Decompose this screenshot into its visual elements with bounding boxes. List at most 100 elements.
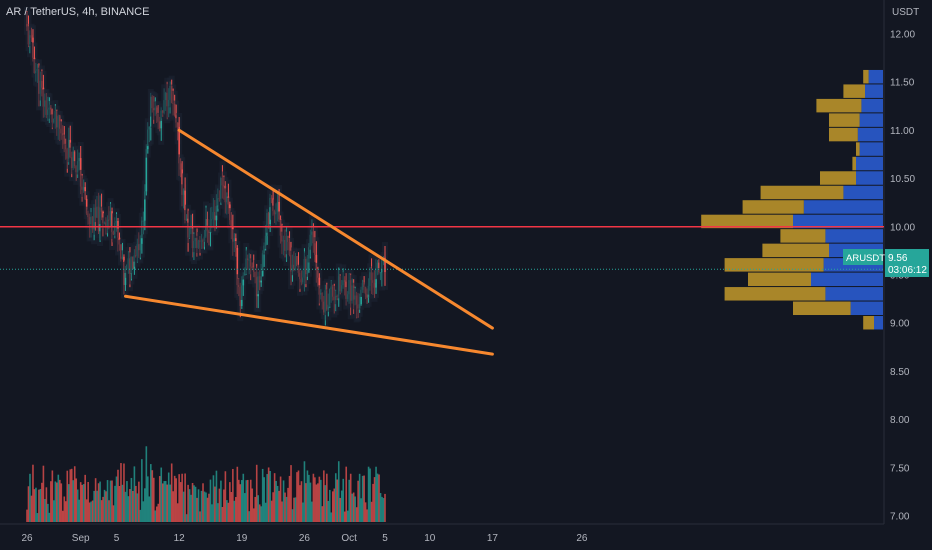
volume-bar	[236, 466, 239, 522]
volume-bar	[38, 489, 40, 522]
volume-bar	[305, 483, 307, 522]
volume-bar	[117, 469, 119, 522]
volume-bar	[142, 501, 145, 522]
trendline-lower[interactable]	[123, 294, 494, 356]
volume-bar	[145, 446, 148, 522]
price-tick-label: 10.50	[890, 174, 915, 185]
volume-bar	[220, 480, 222, 522]
volume-bar	[76, 489, 79, 522]
vp-bar-up	[811, 272, 883, 287]
trendline-upper[interactable]	[177, 128, 494, 330]
volume-bar	[209, 479, 212, 522]
volume-bar	[330, 512, 333, 522]
volume-bar	[287, 487, 289, 522]
volume-bar	[163, 481, 166, 522]
volume-bar	[99, 481, 101, 522]
time-tick-label: 12	[174, 533, 186, 544]
volume-bar	[260, 506, 262, 522]
volume-bar	[229, 482, 231, 522]
volume-bar	[103, 489, 106, 522]
volume-bar	[147, 476, 149, 522]
volume-bar	[258, 504, 261, 522]
volume-bar	[372, 483, 374, 522]
time-tick-label: 5	[114, 533, 120, 544]
volume-bar	[193, 485, 195, 522]
candle-body	[278, 201, 280, 220]
time-tick-label: Oct	[341, 533, 357, 544]
price-tick-label: 11.50	[890, 78, 915, 89]
volume-bar	[94, 478, 97, 522]
volume-bar	[144, 488, 146, 522]
volume-bar	[354, 496, 356, 522]
time-scale[interactable]: 26 Sep 5 12 19 26 Oct 5 10 17 26	[0, 523, 884, 544]
candle-body	[242, 275, 245, 286]
vp-bar-down	[742, 200, 804, 214]
volume-bar	[290, 465, 292, 522]
volume-bar	[384, 493, 386, 522]
volume-bar	[243, 493, 246, 522]
volume-bar	[27, 486, 30, 522]
volume-bar	[276, 485, 279, 522]
volume-bar	[226, 500, 228, 522]
volume-bar	[382, 498, 385, 522]
volume-bar	[269, 470, 271, 522]
volume-bar	[190, 494, 192, 522]
volume-bar	[166, 484, 169, 522]
volume-bar	[317, 483, 319, 522]
volume-bar	[35, 487, 37, 522]
trendlines[interactable]	[123, 128, 494, 356]
volume-bar	[90, 501, 92, 522]
price-tick-label: 9.00	[890, 319, 910, 330]
vp-bar-up	[868, 69, 883, 84]
volume-bar	[109, 480, 112, 522]
vp-bar-down	[852, 156, 856, 171]
vp-bar-up	[857, 127, 883, 142]
volume-bar	[343, 511, 346, 522]
volume-bar	[161, 483, 164, 522]
volume-bar	[26, 509, 28, 522]
volume-bar	[91, 500, 94, 522]
volume-bar	[309, 482, 312, 522]
volume-bar	[81, 484, 83, 522]
volume-bar	[45, 487, 48, 522]
volume-bar	[297, 470, 300, 522]
volume-bar	[333, 488, 336, 522]
currency-label: USDT	[892, 7, 919, 18]
vp-bar-up	[859, 142, 883, 156]
volume-bar	[217, 503, 219, 522]
volume-bar	[267, 467, 270, 522]
time-tick-label: 26	[21, 533, 33, 544]
volume-bar	[235, 497, 237, 522]
volume-bar	[245, 480, 248, 522]
volume-bar	[223, 489, 225, 522]
volume-bar	[293, 497, 295, 522]
volume-bar	[278, 490, 280, 522]
volume-bar	[93, 490, 95, 522]
symbol-header[interactable]: AR / TetherUS, 4h, BINANCE	[6, 6, 150, 18]
volume-bar	[203, 491, 206, 522]
volume-bar	[96, 490, 98, 522]
vp-bar-down	[762, 243, 829, 258]
time-tick-label: 10	[424, 533, 436, 544]
vp-bar-up	[856, 171, 883, 185]
volume-bar	[303, 461, 306, 522]
volume-bar	[299, 485, 301, 522]
vp-bar-down	[780, 229, 826, 243]
vp-bar-up	[856, 156, 883, 171]
candle-body	[384, 257, 386, 273]
volume-bar	[32, 464, 34, 522]
volume-bar	[154, 510, 157, 522]
volume-bar	[155, 506, 158, 522]
volume-bar	[169, 484, 171, 522]
volume-bar	[82, 484, 85, 522]
candle-body	[145, 149, 148, 192]
volume-bar	[138, 481, 140, 522]
volume-bar	[160, 467, 163, 522]
volume-bar	[291, 509, 294, 522]
volume-bar	[336, 479, 339, 522]
volume-bar	[318, 476, 321, 522]
volume-bar	[118, 486, 121, 522]
volume-bar	[331, 491, 334, 522]
volume-bar	[361, 475, 364, 522]
